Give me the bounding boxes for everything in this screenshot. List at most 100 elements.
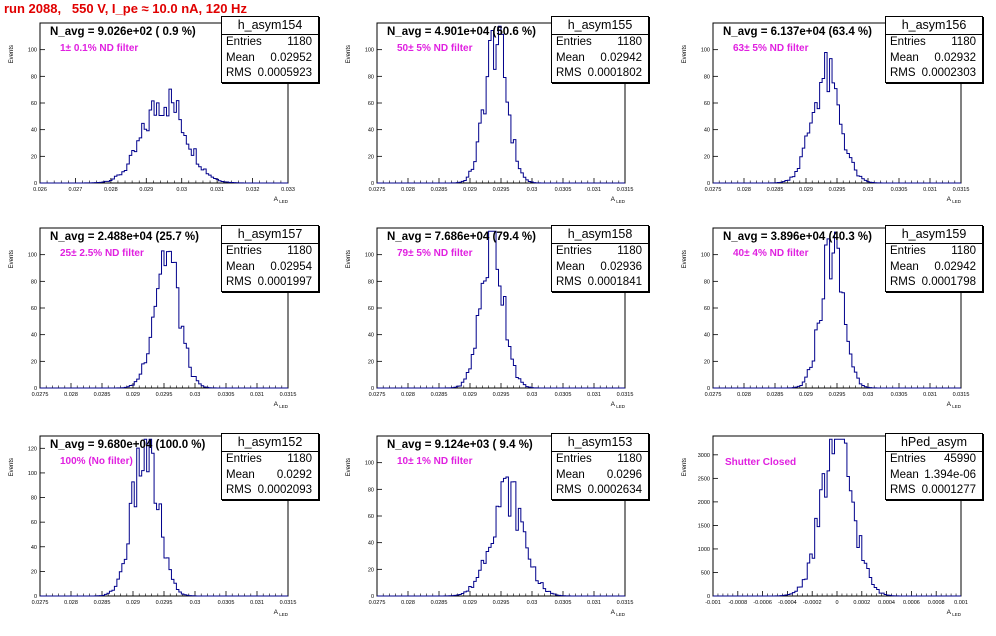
y-axis-label: Events	[9, 250, 15, 268]
x-tick-label: 0.028	[401, 187, 415, 193]
x-tick-label: 0	[835, 600, 838, 606]
histogram-name: h_asym155	[552, 17, 648, 35]
y-axis-label: Events	[346, 45, 352, 63]
x-tick-label: 0.0305	[891, 187, 908, 193]
y-tick-label: 0	[707, 594, 710, 600]
y-axis-label: Events	[9, 458, 15, 476]
y-tick-label: 100	[365, 461, 374, 467]
x-tick-label: 0.0008	[928, 600, 945, 606]
stats-value: 0.0001277	[921, 484, 976, 496]
y-tick-label: 60	[31, 306, 37, 312]
x-tick-label: 0.03	[863, 187, 874, 193]
x-tick-label: 0.001	[954, 600, 968, 606]
x-tick-label: 0.028	[401, 392, 415, 398]
stats-key: Entries	[226, 245, 262, 257]
y-tick-label: 0	[707, 181, 710, 187]
stats-row: RMS 0.0001277	[886, 483, 982, 499]
histogram-line-h_asym153	[377, 476, 625, 597]
y-tick-label: 60	[704, 101, 710, 107]
filter-annotation: 63± 5% ND filter	[733, 43, 809, 54]
filter-annotation: 79± 5% ND filter	[397, 248, 473, 259]
histogram-line-h_asym157	[40, 250, 288, 389]
y-tick-label: 2500	[698, 476, 710, 482]
y-tick-label: 0	[34, 386, 37, 392]
y-axis-label: Events	[346, 250, 352, 268]
x-tick-label: 0.0295	[156, 600, 173, 606]
histogram-panel-hPed_asym: -0.001 -0.0008 -0.0006 -0.0004 -0.0002 0 0.000…	[682, 435, 968, 617]
stats-row: RMS 0.0001802	[552, 66, 648, 82]
histogram-name: h_asym157	[222, 226, 318, 244]
x-tick-label: 0.0275	[32, 600, 49, 606]
x-tick-label: 0.0315	[617, 600, 634, 606]
stats-box: h_asym154 Entries 1180 Mean 0.02952 RMS 0.0005…	[221, 16, 319, 83]
x-tick-label: -0.001	[705, 600, 721, 606]
stats-key: Mean	[890, 468, 919, 481]
stats-row: RMS 0.0002093	[222, 483, 318, 499]
y-tick-label: 80	[31, 496, 37, 502]
stats-row: Mean 0.02954	[222, 260, 318, 276]
histogram-name: h_asym159	[886, 226, 982, 244]
y-tick-label: 100	[365, 48, 374, 54]
stats-row: Mean 0.02942	[552, 51, 648, 67]
x-tick-label: 0.029	[126, 600, 140, 606]
stats-key: Mean	[556, 51, 585, 64]
y-tick-label: 80	[704, 279, 710, 285]
x-tick-label: 0.0285	[94, 392, 111, 398]
histogram-name: h_asym152	[222, 434, 318, 452]
x-tick-label: 0.029	[139, 187, 153, 193]
y-tick-label: 20	[704, 359, 710, 365]
navg-label: N_avg = 9.124e+03 ( 9.4 %)	[387, 439, 533, 451]
x-axis-label: A LED	[611, 401, 626, 409]
x-tick-label: 0.028	[104, 187, 118, 193]
y-tick-label: 500	[701, 570, 710, 576]
y-tick-label: 0	[371, 181, 374, 187]
x-tick-label: 0.0006	[903, 600, 920, 606]
x-tick-label: 0.0275	[369, 600, 386, 606]
stats-value: 0.02952	[270, 51, 312, 64]
y-tick-label: 100	[365, 253, 374, 259]
stats-key: Mean	[556, 468, 585, 481]
x-tick-label: 0.0295	[829, 392, 846, 398]
histogram-name: h_asym154	[222, 17, 318, 35]
stats-key: Entries	[556, 453, 592, 465]
histogram-panel-h_asym152: 0.0275 0.028 0.0285 0.029 0.0295 0.03 0.0305 0.…	[9, 435, 296, 617]
x-tick-label: 0.029	[799, 392, 813, 398]
x-tick-label: 0.0315	[953, 187, 970, 193]
y-tick-label: 40	[31, 333, 37, 339]
stats-row: Entries 1180	[552, 244, 648, 260]
x-tick-label: 0.0305	[555, 392, 572, 398]
stats-row: Entries 1180	[222, 452, 318, 468]
x-tick-label: 0.029	[463, 187, 477, 193]
x-tick-label: 0.03	[190, 600, 201, 606]
y-tick-label: 60	[704, 306, 710, 312]
x-tick-label: 0.0285	[431, 392, 448, 398]
x-tick-label: 0.0285	[94, 600, 111, 606]
stats-row: RMS 0.0002634	[552, 483, 648, 499]
x-tick-label: 0.032	[246, 187, 260, 193]
x-tick-label: 0.0305	[891, 392, 908, 398]
stats-box: h_asym157 Entries 1180 Mean 0.02954 RMS 0.0001…	[221, 225, 319, 292]
histogram-line-h_asym156	[713, 52, 961, 184]
x-axis-label: A LED	[611, 609, 626, 617]
histogram-line-h_asym155	[377, 25, 625, 184]
stats-row: RMS 0.0001997	[222, 275, 318, 291]
stats-key: Mean	[890, 260, 919, 273]
y-tick-label: 20	[368, 359, 374, 365]
x-tick-label: -0.0006	[753, 600, 772, 606]
histogram-name: hPed_asym	[886, 434, 982, 452]
stats-row: Mean 0.0296	[552, 468, 648, 484]
stats-value: 0.0002634	[587, 484, 642, 496]
stats-box: h_asym152 Entries 1180 Mean 0.0292 RMS 0.00020…	[221, 433, 319, 500]
stats-value: 0.02942	[934, 260, 976, 273]
x-tick-label: 0.0295	[829, 187, 846, 193]
stats-key: RMS	[556, 276, 582, 288]
histogram-panel-h_asym154: 0.026 0.027 0.028 0.029 0.03 0.031 0.032 0.033 0…	[9, 22, 295, 204]
stats-row: Entries 1180	[886, 244, 982, 260]
x-tick-label: 0.0275	[369, 187, 386, 193]
y-tick-label: 20	[368, 154, 374, 160]
y-tick-label: 100	[28, 253, 37, 259]
x-tick-label: 0.029	[799, 187, 813, 193]
stats-value: 1.394e-06	[924, 468, 976, 481]
filter-annotation: 50± 5% ND filter	[397, 43, 473, 54]
stats-value: 0.0001798	[921, 276, 976, 288]
